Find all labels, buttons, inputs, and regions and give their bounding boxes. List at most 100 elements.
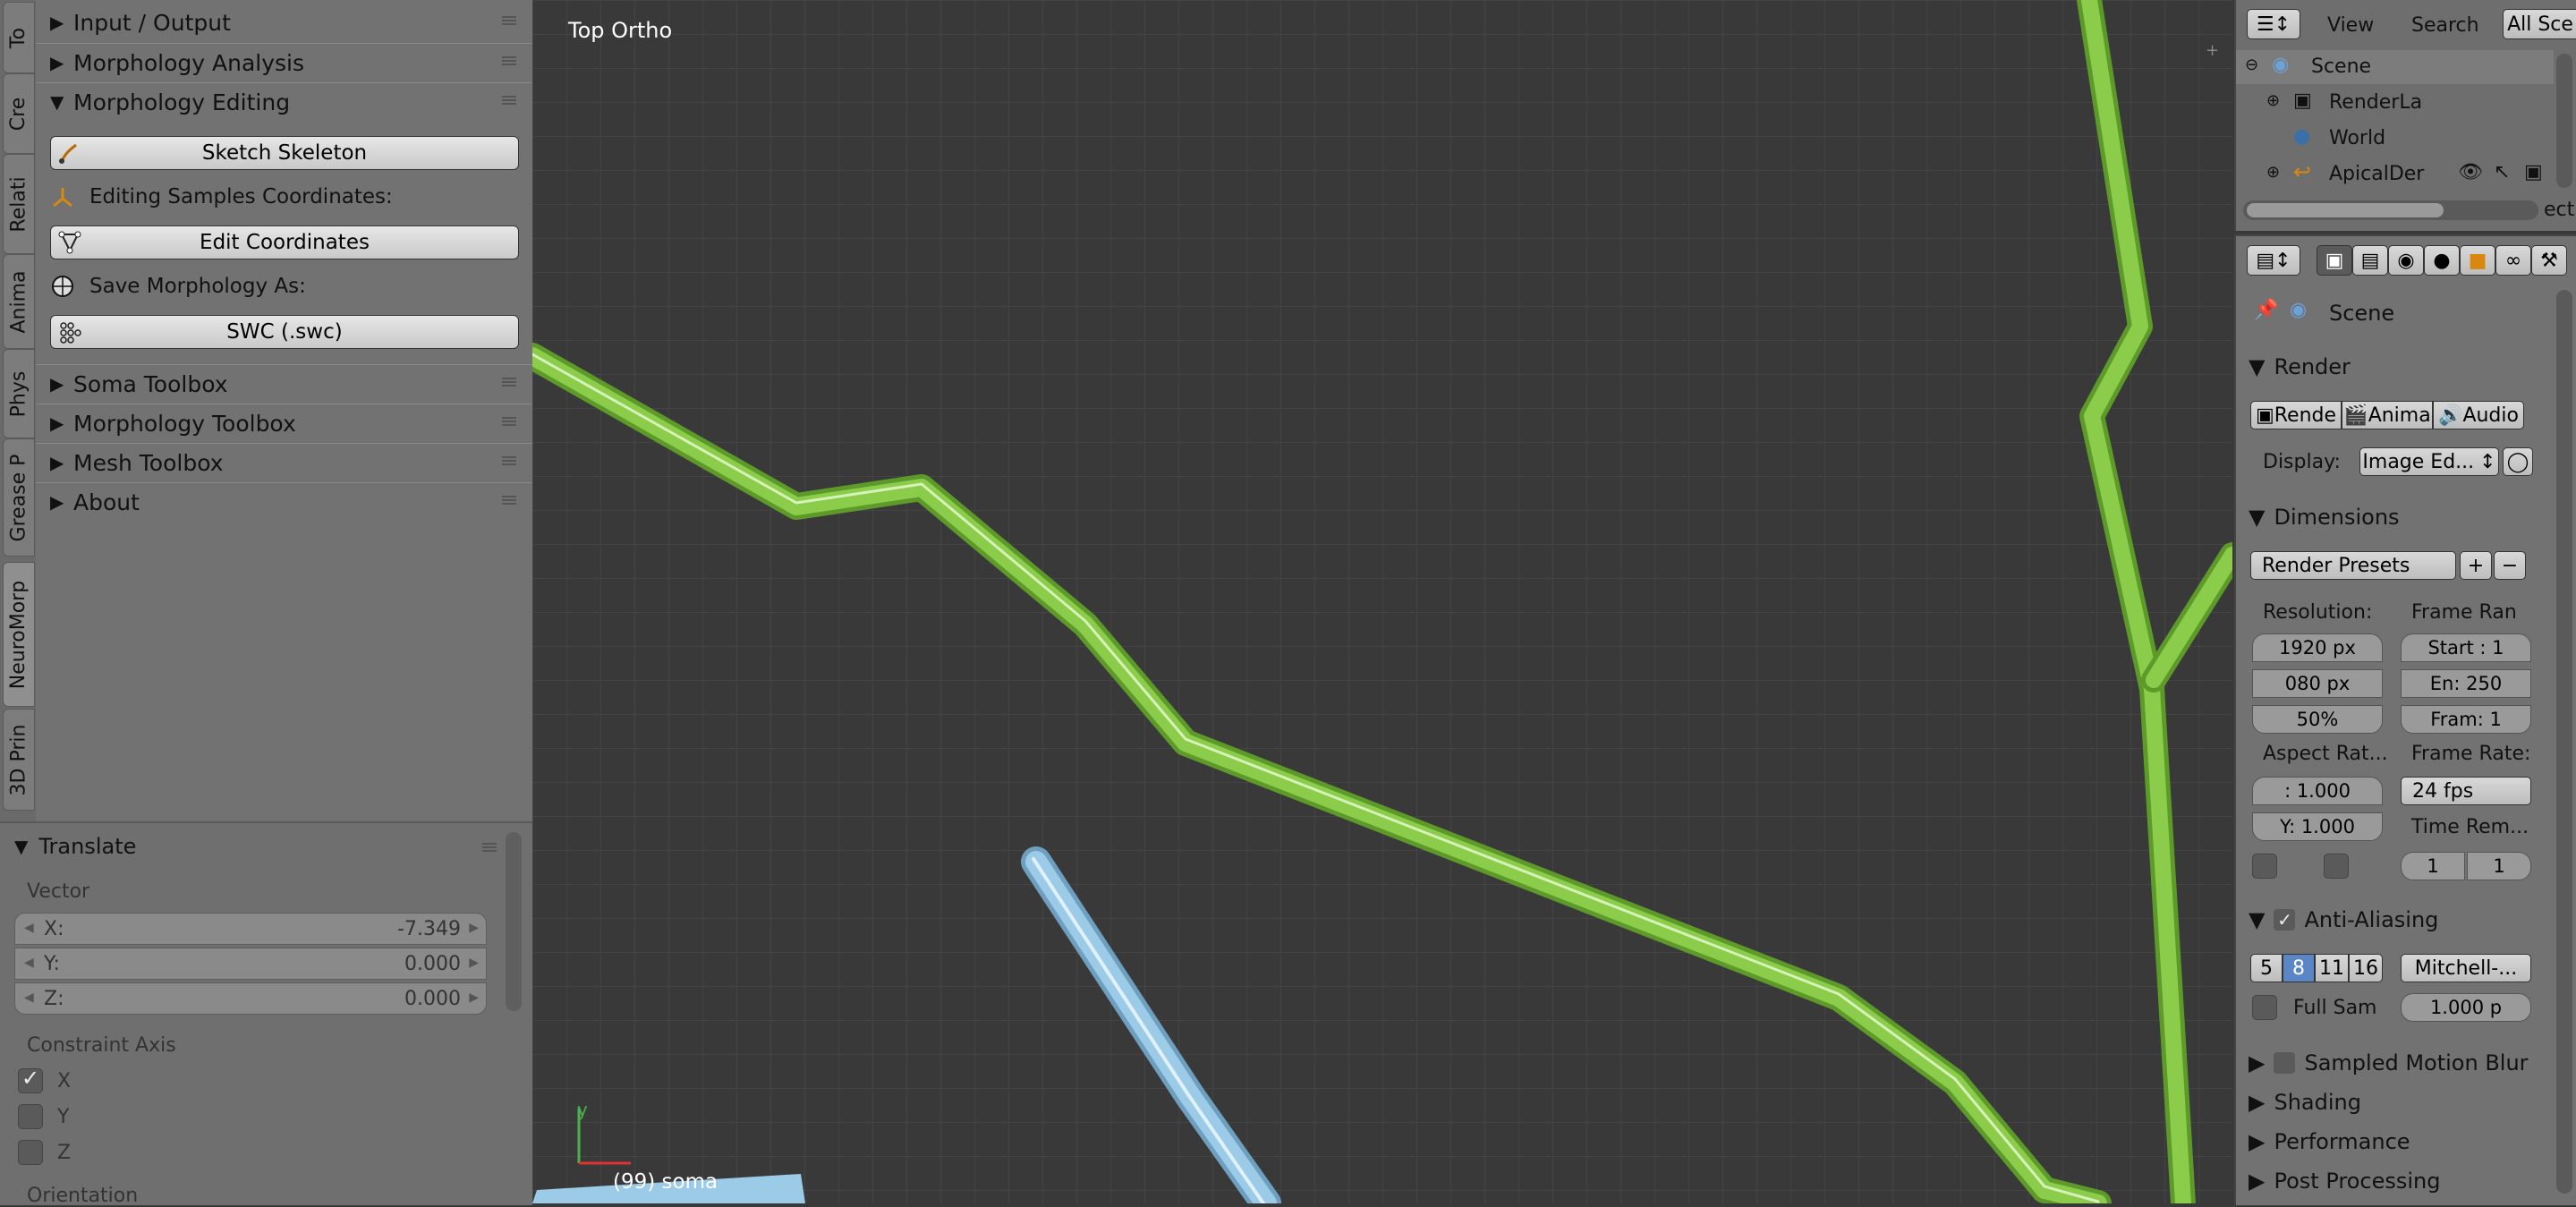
constraint-z-checkbox[interactable] (18, 1140, 43, 1165)
panel-input-output[interactable]: ▶ Input / Output (36, 4, 532, 41)
crop-checkbox[interactable] (2324, 854, 2349, 879)
world-context-tab[interactable]: ● (2424, 245, 2460, 276)
decrement-arrow-icon[interactable]: ◀ (24, 990, 34, 1005)
anti-aliasing-panel-header[interactable]: ▼ ✓ Anti-Aliasing (2236, 902, 2576, 938)
dimensions-panel-header[interactable]: ▼ Dimensions (2236, 499, 2576, 535)
drag-grip-icon[interactable] (502, 456, 516, 465)
eye-icon[interactable]: 👁 (2458, 161, 2483, 183)
scene-context-tab[interactable]: ◉ (2388, 245, 2424, 276)
constraints-context-tab[interactable]: ∞ (2495, 245, 2531, 276)
vector-z-field[interactable]: ◀ Z: 0.000 ▶ (14, 982, 487, 1015)
aa-filter-dropdown[interactable]: Mitchell-... (2401, 954, 2531, 982)
camera-icon[interactable]: ▣ (2524, 161, 2543, 183)
vector-y-field[interactable]: ◀ Y: 0.000 ▶ (14, 948, 487, 980)
remove-preset-button[interactable]: − (2494, 551, 2526, 580)
add-preset-button[interactable]: + (2460, 551, 2492, 580)
resolution-percent-field[interactable]: 50% (2252, 705, 2383, 734)
panel-about[interactable]: ▶ About (36, 482, 532, 521)
pin-icon[interactable]: 📌 (2254, 299, 2279, 321)
motion-blur-panel-header[interactable]: ▶ Sampled Motion Blur (2236, 1045, 2576, 1081)
editor-type-dropdown[interactable]: ▤↕ (2247, 245, 2300, 276)
frame-start-field[interactable]: Start : 1 (2401, 633, 2531, 662)
aa-samples-16[interactable]: 16 (2349, 954, 2383, 982)
decrement-arrow-icon[interactable]: ◀ (24, 956, 34, 970)
properties-scrollbar[interactable] (2556, 290, 2572, 1194)
constraint-y-checkbox[interactable] (18, 1104, 43, 1129)
outliner-row-scene[interactable]: ⊖ ◉ Scene (2236, 50, 2554, 84)
resolution-y-field[interactable]: 080 px (2252, 669, 2383, 698)
frame-end-field[interactable]: En: 250 (2401, 669, 2531, 698)
drag-grip-icon[interactable] (502, 56, 516, 65)
aspect-y-field[interactable]: Y: 1.000 (2252, 812, 2383, 841)
aa-samples-8[interactable]: 8 (2283, 954, 2315, 982)
increment-arrow-icon[interactable]: ▶ (469, 990, 479, 1005)
scenes-dropdown[interactable]: All Sce (2503, 9, 2576, 39)
tab-neuromorpho[interactable]: NeuroMorp (3, 562, 35, 707)
render-audio-button[interactable]: 🔊 Audio (2433, 401, 2524, 429)
menu-view[interactable]: View (2327, 14, 2375, 37)
add-region-icon[interactable]: + (2206, 41, 2220, 60)
render-context-tab[interactable]: ▣ (2317, 245, 2352, 276)
aspect-x-field[interactable]: : 1.000 (2252, 777, 2383, 805)
resolution-x-field[interactable]: 1920 px (2252, 633, 2383, 662)
edit-coordinates-button[interactable]: Edit Coordinates (50, 225, 519, 259)
operator-header[interactable]: ▼ Translate (14, 829, 136, 864)
performance-panel-header[interactable]: ▶ Performance (2236, 1124, 2576, 1160)
cursor-icon[interactable]: ↖ (2494, 161, 2511, 183)
sketch-skeleton-button[interactable]: Sketch Skeleton (50, 136, 519, 170)
frame-rate-dropdown[interactable]: 24 fps (2401, 777, 2531, 805)
outliner-v-scrollbar[interactable] (2556, 54, 2572, 188)
swc-export-button[interactable]: SWC (.swc) (50, 315, 519, 349)
drag-grip-icon[interactable] (482, 843, 497, 852)
post-processing-panel-header[interactable]: ▶ Post Processing (2236, 1163, 2576, 1199)
increment-arrow-icon[interactable]: ▶ (469, 956, 479, 970)
tab-animation[interactable]: Anima (3, 254, 35, 349)
panel-morphology-analysis[interactable]: ▶ Morphology Analysis (36, 43, 532, 81)
motion-blur-checkbox[interactable] (2274, 1052, 2296, 1074)
decrement-arrow-icon[interactable]: ◀ (24, 921, 34, 935)
menu-search[interactable]: Search (2411, 14, 2479, 37)
operator-scrollbar[interactable] (506, 832, 522, 1011)
outliner-h-scrollbar[interactable] (2243, 200, 2538, 220)
vector-x-field[interactable]: ◀ X: -7.349 ▶ (14, 913, 487, 945)
expand-toggle-icon[interactable]: ⊕ (2266, 91, 2281, 110)
drag-grip-icon[interactable] (502, 496, 516, 505)
panel-morphology-editing[interactable]: ▼ Morphology Editing (36, 82, 532, 121)
frame-step-field[interactable]: Fram: 1 (2401, 705, 2531, 734)
lock-toggle[interactable]: ◯ (2503, 447, 2533, 476)
expand-toggle-icon[interactable]: ⊕ (2266, 163, 2281, 182)
editor-type-dropdown[interactable]: ☰↕ (2247, 9, 2300, 39)
increment-arrow-icon[interactable]: ▶ (469, 921, 479, 935)
tab-grease-pencil[interactable]: Grease P (3, 438, 35, 557)
render-presets-dropdown[interactable]: Render Presets (2250, 551, 2456, 580)
time-remap-old-field[interactable]: 1 (2401, 852, 2465, 880)
drag-grip-icon[interactable] (502, 378, 516, 387)
tab-physics[interactable]: Phys (3, 349, 35, 438)
aa-samples-5[interactable]: 5 (2250, 954, 2283, 982)
tab-relations[interactable]: Relati (3, 154, 35, 254)
object-context-tab[interactable]: ■ (2460, 245, 2495, 276)
panel-mesh-toolbox[interactable]: ▶ Mesh Toolbox (36, 443, 532, 481)
outliner-row-world[interactable]: ● World (2236, 122, 2554, 156)
drag-grip-icon[interactable] (502, 96, 516, 105)
render-image-button[interactable]: ▣ Rende (2250, 401, 2342, 429)
tab-create[interactable]: Cre (3, 73, 35, 154)
filter-size-field[interactable]: 1.000 p (2401, 993, 2531, 1022)
display-dropdown[interactable]: Image Ed... ↕ (2359, 447, 2499, 476)
tab-3d-print[interactable]: 3D Prin (3, 709, 35, 811)
drag-grip-icon[interactable] (502, 417, 516, 426)
tab-tools[interactable]: To (3, 2, 35, 73)
full-sample-checkbox[interactable] (2252, 995, 2277, 1020)
render-animation-button[interactable]: 🎬 Anima (2342, 401, 2433, 429)
shading-panel-header[interactable]: ▶ Shading (2236, 1084, 2576, 1120)
layers-context-tab[interactable]: ▤ (2352, 245, 2388, 276)
outliner-row-renderlayers[interactable]: ⊕ ▣ RenderLa (2236, 86, 2554, 120)
anti-aliasing-checkbox[interactable]: ✓ (2274, 909, 2296, 931)
collapse-toggle-icon[interactable]: ⊖ (2245, 55, 2259, 74)
constraint-x-checkbox[interactable]: ✓ (18, 1066, 43, 1093)
outliner-row-apical[interactable]: ⊕ ↩ ApicalDer 👁 ↖ ▣ (2236, 157, 2554, 191)
aa-samples-11[interactable]: 11 (2315, 954, 2349, 982)
modifiers-context-tab[interactable]: ⚒ (2531, 245, 2567, 276)
time-remap-new-field[interactable]: 1 (2467, 852, 2531, 880)
panel-soma-toolbox[interactable]: ▶ Soma Toolbox (36, 364, 532, 403)
